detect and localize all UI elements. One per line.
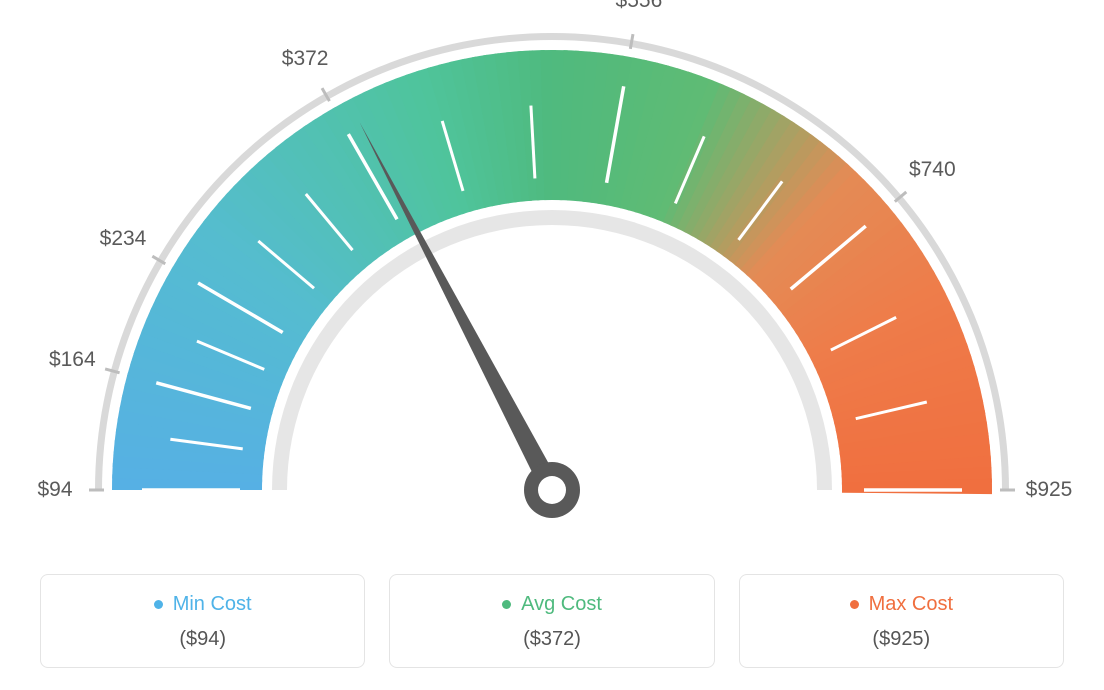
- gauge-tick-label: $94: [37, 478, 72, 502]
- gauge-tick-label: $234: [100, 227, 147, 251]
- gauge-tick-label: $372: [282, 47, 329, 71]
- legend-dot-icon: [502, 600, 511, 609]
- legend-title: Min Cost: [154, 593, 252, 616]
- legend-title: Avg Cost: [502, 593, 602, 616]
- gauge-tick-label: $740: [909, 158, 956, 182]
- gauge-area: $94 $164 $234 $372 $556 $740 $925: [0, 0, 1104, 560]
- legend-card-avg: Avg Cost ($372): [389, 574, 714, 668]
- gauge-needle-hub-hole: [538, 476, 566, 504]
- gauge-tick-label: $164: [49, 348, 96, 372]
- cost-gauge-chart: $94 $164 $234 $372 $556 $740 $925 Min Cost ($94…: [0, 0, 1104, 690]
- gauge-svg: [0, 0, 1104, 560]
- gauge-color-arc: [112, 50, 992, 494]
- legend-value: ($925): [750, 628, 1053, 651]
- legend-card-max: Max Cost ($925): [739, 574, 1064, 668]
- legend-title-text: Max Cost: [869, 593, 953, 616]
- legend-card-min: Min Cost ($94): [40, 574, 365, 668]
- gauge-tick-label: $556: [616, 0, 663, 13]
- legend-title-text: Min Cost: [173, 593, 252, 616]
- gauge-tick-label: $925: [1026, 478, 1073, 502]
- legend-dot-icon: [154, 600, 163, 609]
- legend-value: ($94): [51, 628, 354, 651]
- legend-dot-icon: [850, 600, 859, 609]
- legend-title-text: Avg Cost: [521, 593, 602, 616]
- legend-row: Min Cost ($94) Avg Cost ($372) Max Cost ($925…: [40, 574, 1064, 668]
- legend-value: ($372): [400, 628, 703, 651]
- legend-title: Max Cost: [850, 593, 953, 616]
